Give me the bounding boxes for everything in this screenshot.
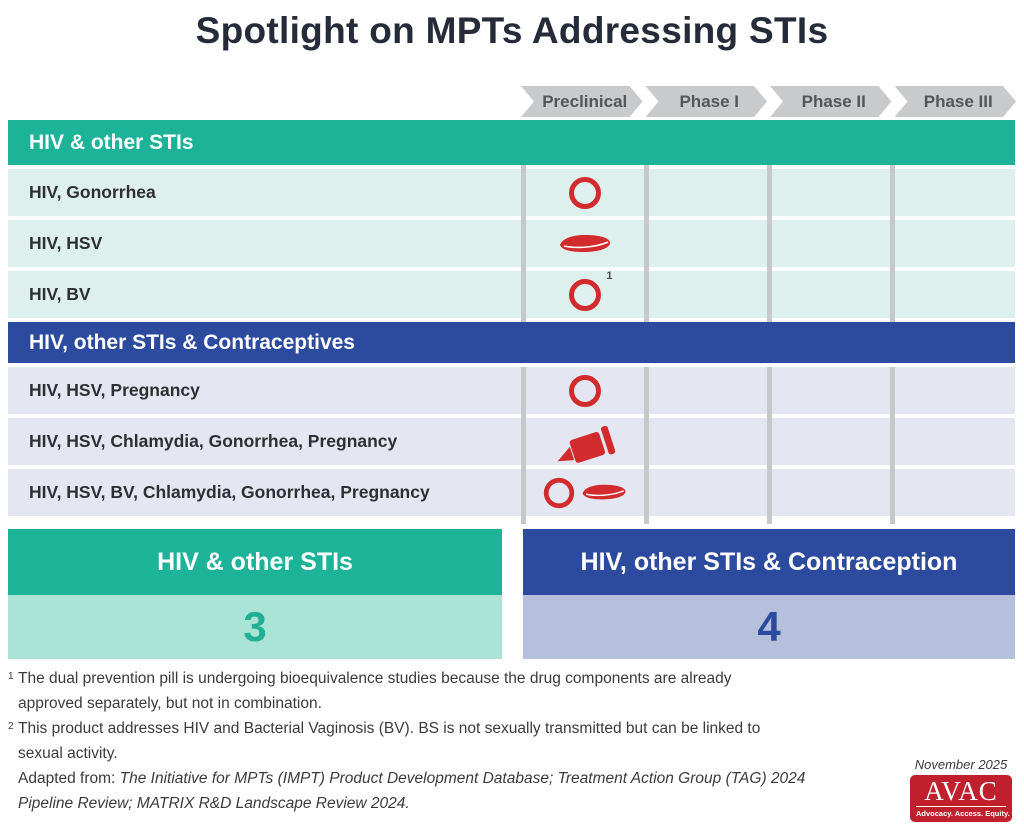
cell-phase1	[646, 169, 769, 216]
gel-tube-icon	[548, 419, 622, 465]
table-row: HIV, Gonorrhea	[8, 169, 1015, 216]
ring-icon	[566, 174, 604, 212]
ring-icon	[566, 372, 604, 410]
column-divider	[890, 367, 895, 524]
source-line: Adapted from: The Initiative for MPTs (I…	[8, 766, 896, 816]
cell-phase3	[892, 169, 1015, 216]
row-label: HIV, Gonorrhea	[29, 182, 156, 202]
brand-block: November 2025 AVAC Advocacy. Access. Equ…	[910, 757, 1012, 823]
avac-logo-name: AVAC	[916, 777, 1006, 808]
publication-date: November 2025	[914, 757, 1008, 772]
table-row: HIV, HSV, Chlamydia, Gonorrhea, Pregnanc…	[8, 418, 1015, 465]
column-divider	[521, 165, 526, 322]
cell-phase2	[769, 418, 892, 465]
page-title: Spotlight on MPTs Addressing STIs	[195, 10, 829, 51]
cell-phase2	[769, 220, 892, 267]
row-label: HIV, HSV, BV, Chlamydia, Gonorrhea, Preg…	[29, 482, 430, 502]
cell-preclinical	[523, 418, 646, 465]
cell-phase1	[646, 469, 769, 516]
phase-chevron-preclinical: Preclinical	[521, 86, 643, 117]
cell-phase3	[892, 220, 1015, 267]
cell-preclinical	[523, 367, 646, 414]
avac-logo: AVAC Advocacy. Access. Equity.	[910, 775, 1012, 823]
avac-logo-tagline: Advocacy. Access. Equity.	[916, 809, 1010, 819]
cell-phase1	[646, 418, 769, 465]
cell-phase3	[892, 469, 1015, 516]
summary-card-sti: HIV & other STIs 3	[8, 529, 502, 659]
summary-count: 3	[8, 595, 502, 659]
cell-phase3	[892, 271, 1015, 318]
phase-chevron-phase2: Phase II	[770, 86, 892, 117]
insert-icon	[557, 231, 613, 257]
cell-preclinical	[523, 469, 646, 516]
insert-icon	[580, 481, 628, 504]
row-label: HIV, BV	[29, 284, 91, 304]
row-label: HIV, HSV, Chlamydia, Gonorrhea, Pregnanc…	[29, 431, 398, 451]
footnote-2: 2 This product addresses HIV and Bacteria…	[8, 716, 896, 766]
column-divider	[767, 367, 772, 524]
column-divider	[644, 367, 649, 524]
footnote-2-marker: 2	[8, 721, 14, 732]
cell-phase2	[769, 271, 892, 318]
summary-title: HIV, other STIs & Contraception	[523, 529, 1015, 595]
table-row: HIV, HSV	[8, 220, 1015, 267]
footnote-marker: 1	[606, 269, 613, 282]
footnote-1: 1 The dual prevention pill is undergoing …	[8, 666, 896, 716]
cell-preclinical: 1	[523, 270, 646, 318]
section-header-contraceptives: HIV, other STIs & Contraceptives	[8, 322, 1015, 363]
column-divider	[521, 367, 526, 524]
cell-phase1	[646, 271, 769, 318]
phase-chevron-phase1: Phase I	[646, 86, 768, 117]
summary-card-contraception: HIV, other STIs & Contraception 4	[523, 529, 1015, 659]
cell-phase3	[892, 418, 1015, 465]
cell-phase2	[769, 367, 892, 414]
table-row: HIV, BV 1	[8, 270, 1015, 318]
phase-header: Preclinical Phase I Phase II Phase III	[521, 86, 1016, 117]
section-header-sti: HIV & other STIs	[8, 120, 1015, 165]
column-divider	[767, 165, 772, 322]
source-prefix: Adapted from:	[18, 770, 120, 787]
footnote-1-marker: 1	[8, 671, 14, 682]
cell-preclinical	[523, 220, 646, 267]
cell-phase2	[769, 169, 892, 216]
source-text: The Initiative for MPTs (IMPT) Product D…	[18, 770, 806, 812]
footnote-2-text: This product addresses HIV and Bacterial…	[18, 720, 761, 762]
cell-preclinical	[523, 169, 646, 216]
cell-phase3	[892, 367, 1015, 414]
ring-icon	[541, 475, 577, 511]
phase-chevron-phase3: Phase III	[895, 86, 1017, 117]
cell-phase1	[646, 367, 769, 414]
column-divider	[890, 165, 895, 322]
footnote-1-text: The dual prevention pill is undergoing b…	[18, 670, 732, 712]
column-divider	[644, 165, 649, 322]
row-label: HIV, HSV, Pregnancy	[29, 380, 200, 400]
footnotes: 1 The dual prevention pill is undergoing …	[8, 666, 896, 816]
table-row: HIV, HSV, BV, Chlamydia, Gonorrhea, Preg…	[8, 469, 1015, 516]
ring-icon: 1	[566, 270, 613, 314]
cell-phase2	[769, 469, 892, 516]
summary-count: 4	[523, 595, 1015, 659]
cell-phase1	[646, 220, 769, 267]
pipeline-table: HIV & other STIs HIV, Gonorrhea HIV, HSV	[8, 120, 1015, 524]
table-row: HIV, HSV, Pregnancy	[8, 367, 1015, 414]
row-label: HIV, HSV	[29, 233, 103, 253]
summary-title: HIV & other STIs	[8, 529, 502, 595]
